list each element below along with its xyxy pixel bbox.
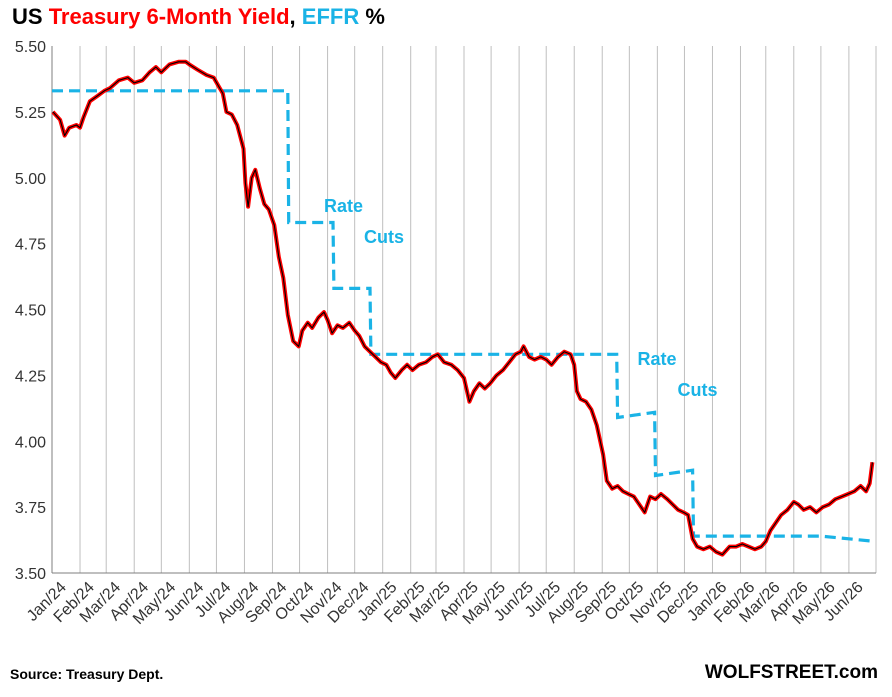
y-tick-label: 4.00	[15, 434, 46, 451]
y-tick-label: 4.25	[15, 368, 46, 385]
y-tick-label: 4.75	[15, 237, 46, 254]
y-tick-label: 3.75	[15, 500, 46, 517]
annotation-rate-1: Rate	[637, 349, 676, 369]
annotation-cuts-1: Cuts	[677, 380, 717, 400]
source-note: Source: Treasury Dept.	[10, 666, 164, 682]
y-axis-ticks: 5.50 5.25 5.00 4.75 4.50 4.25 4.00 3.75 3.50	[15, 39, 46, 583]
title-separator: ,	[289, 4, 302, 29]
x-axis-ticks: Jan/24Feb/24Mar/24Apr/24May/24Jun/24Jul/…	[24, 579, 867, 628]
series-lines	[51, 59, 876, 557]
grid-lines	[51, 46, 877, 574]
brand-watermark: WOLFSTREET.com	[704, 662, 878, 683]
series-yield	[51, 59, 875, 557]
y-tick-label: 4.50	[15, 303, 46, 320]
y-tick-label: 3.50	[15, 566, 46, 583]
y-tick-label: 5.50	[15, 39, 46, 56]
title-suffix: %	[359, 4, 385, 29]
annotation-rate-0: Rate	[324, 196, 363, 216]
y-tick-label: 5.00	[15, 171, 46, 188]
series-effr	[52, 89, 876, 543]
title-prefix: US	[12, 4, 49, 29]
title-series-effr: EFFR	[301, 4, 360, 29]
y-tick-label: 5.25	[15, 105, 46, 122]
series-yield-core	[52, 61, 873, 556]
title-series-yield: Treasury 6-Month Yield	[48, 4, 290, 29]
annotation-cuts-0: Cuts	[364, 227, 404, 247]
chart-title: US Treasury 6-Month Yield, EFFR %	[12, 2, 385, 32]
